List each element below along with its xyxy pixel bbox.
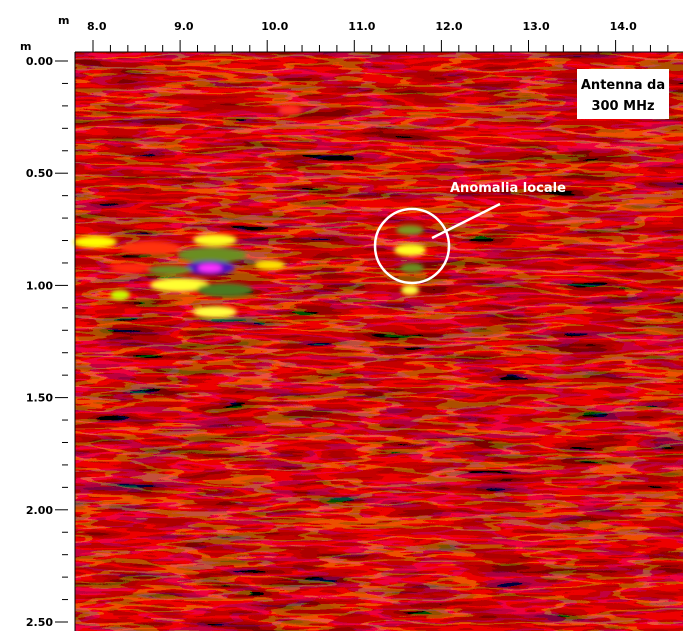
x-tick-label: 8.0 [87, 20, 107, 33]
annotation-pointer [431, 202, 501, 240]
x-tick-label: 14.0 [610, 20, 637, 33]
antenna-label: Antenna da [581, 78, 665, 93]
x-axis-unit: m [58, 14, 69, 27]
x-tick-label: 12.0 [435, 20, 462, 33]
x-tick-label: 11.0 [348, 20, 375, 33]
anomaly-circle [373, 207, 451, 285]
reflections [73, 105, 426, 318]
antenna-label: 300 MHz [591, 99, 654, 114]
y-tick-label: 0.00 [26, 55, 53, 68]
annotation: Anomalia locale [450, 181, 566, 196]
antenna-box [577, 69, 669, 119]
y-tick-label: 2.50 [26, 616, 53, 629]
x-tick-label: 9.0 [174, 20, 194, 33]
radargram [75, 52, 683, 631]
x-tick-label: 10.0 [261, 20, 288, 33]
y-tick-label: 0.50 [26, 167, 53, 180]
y-tick-label: 2.00 [26, 504, 53, 517]
y-tick-label: 1.00 [26, 279, 53, 292]
y-axis-unit: m [20, 40, 31, 53]
x-tick-label: 13.0 [523, 20, 550, 33]
y-tick-label: 1.50 [26, 392, 53, 405]
